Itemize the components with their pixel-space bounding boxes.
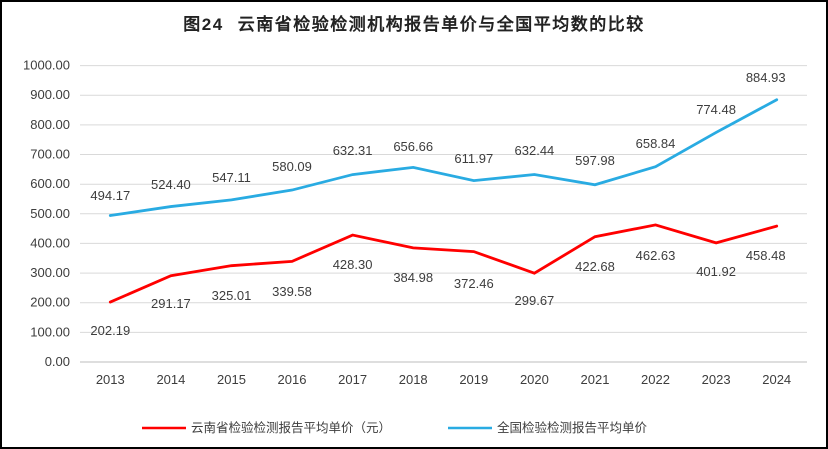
- svg-text:300.00: 300.00: [30, 265, 70, 280]
- svg-text:372.46: 372.46: [454, 276, 494, 291]
- svg-text:2022: 2022: [641, 372, 670, 387]
- svg-text:458.48: 458.48: [746, 248, 786, 263]
- svg-text:100.00: 100.00: [30, 324, 70, 339]
- svg-text:云南省检验检测报告平均单价（元）: 云南省检验检测报告平均单价（元）: [191, 420, 391, 435]
- svg-text:2020: 2020: [520, 372, 549, 387]
- svg-text:1000.00: 1000.00: [23, 58, 70, 73]
- svg-text:597.98: 597.98: [575, 153, 615, 168]
- svg-text:632.44: 632.44: [515, 143, 555, 158]
- svg-text:325.01: 325.01: [212, 288, 252, 303]
- svg-text:884.93: 884.93: [746, 70, 786, 85]
- svg-text:632.31: 632.31: [333, 143, 373, 158]
- svg-text:2024: 2024: [762, 372, 791, 387]
- svg-text:200.00: 200.00: [30, 295, 70, 310]
- svg-text:500.00: 500.00: [30, 206, 70, 221]
- svg-text:384.98: 384.98: [393, 270, 433, 285]
- svg-text:2016: 2016: [278, 372, 307, 387]
- svg-text:656.66: 656.66: [393, 139, 433, 154]
- svg-text:339.58: 339.58: [272, 284, 312, 299]
- svg-text:524.40: 524.40: [151, 177, 191, 192]
- svg-text:462.63: 462.63: [636, 248, 676, 263]
- svg-text:2018: 2018: [399, 372, 428, 387]
- svg-text:800.00: 800.00: [30, 117, 70, 132]
- svg-text:428.30: 428.30: [333, 257, 373, 272]
- svg-text:2017: 2017: [338, 372, 367, 387]
- svg-text:494.17: 494.17: [90, 188, 130, 203]
- svg-text:202.19: 202.19: [90, 323, 130, 338]
- svg-text:401.92: 401.92: [696, 264, 736, 279]
- svg-text:291.17: 291.17: [151, 296, 191, 311]
- svg-text:600.00: 600.00: [30, 176, 70, 191]
- svg-text:658.84: 658.84: [636, 136, 676, 151]
- svg-text:580.09: 580.09: [272, 159, 312, 174]
- svg-text:611.97: 611.97: [454, 151, 493, 166]
- svg-text:2015: 2015: [217, 372, 246, 387]
- svg-text:700.00: 700.00: [30, 147, 70, 162]
- svg-text:2013: 2013: [96, 372, 125, 387]
- svg-text:400.00: 400.00: [30, 235, 70, 250]
- svg-text:2023: 2023: [702, 372, 731, 387]
- svg-text:547.11: 547.11: [212, 170, 251, 185]
- svg-text:全国检验检测报告平均单价: 全国检验检测报告平均单价: [497, 420, 648, 435]
- svg-text:2019: 2019: [459, 372, 488, 387]
- svg-text:422.68: 422.68: [575, 259, 615, 274]
- svg-text:0.00: 0.00: [45, 354, 70, 369]
- svg-text:900.00: 900.00: [30, 87, 70, 102]
- svg-text:774.48: 774.48: [696, 102, 736, 117]
- svg-text:299.67: 299.67: [515, 293, 555, 308]
- svg-text:2014: 2014: [156, 372, 185, 387]
- svg-text:2021: 2021: [581, 372, 610, 387]
